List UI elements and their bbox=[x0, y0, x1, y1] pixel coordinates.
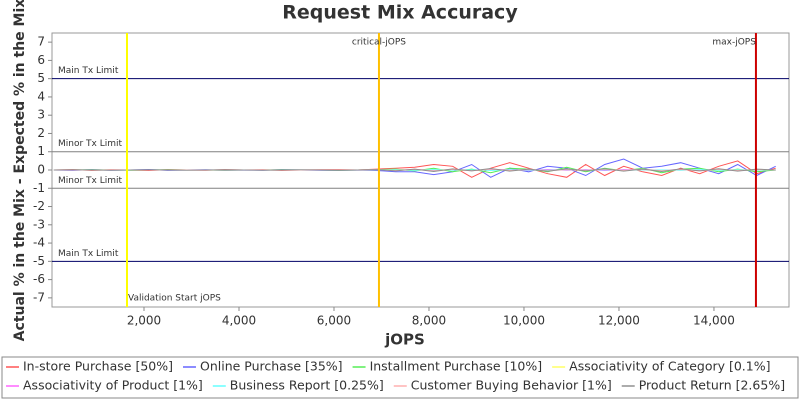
y-axis-label: Actual % in the Mix - Expected % in the … bbox=[12, 0, 28, 341]
x-tick-label: 6,000 bbox=[317, 314, 351, 328]
y-tick-label: 5 bbox=[37, 71, 45, 85]
x-tick-label: 4,000 bbox=[222, 314, 256, 328]
y-tick-label: -1 bbox=[33, 181, 45, 195]
x-tick-label: 8,000 bbox=[412, 314, 446, 328]
reference-label: Main Tx Limit bbox=[58, 249, 119, 259]
y-tick-label: -2 bbox=[33, 199, 45, 213]
legend bbox=[1, 356, 799, 399]
reference-label: Minor Tx Limit bbox=[58, 176, 123, 186]
y-tick-label: 1 bbox=[37, 144, 45, 158]
legend-label: Installment Purchase [10%] bbox=[370, 359, 543, 374]
y-tick-label: 7 bbox=[37, 35, 45, 49]
y-tick-label: 6 bbox=[37, 53, 45, 67]
x-tick-label: 2,000 bbox=[127, 314, 161, 328]
legend-label: Associativity of Category [0.1%] bbox=[569, 359, 770, 374]
y-tick-label: 0 bbox=[37, 163, 45, 177]
x-axis-label: jOPS bbox=[384, 331, 425, 349]
x-tick-label: 12,000 bbox=[598, 314, 640, 328]
reference-label: max-jOPS bbox=[712, 38, 756, 48]
series-line bbox=[53, 167, 776, 173]
y-tick-label: -5 bbox=[33, 254, 45, 268]
legend-label: Customer Buying Behavior [1%] bbox=[411, 378, 612, 393]
y-tick-label: -7 bbox=[33, 290, 45, 304]
y-tick-label: 2 bbox=[37, 126, 45, 140]
x-tick-label: 14,000 bbox=[693, 314, 735, 328]
y-tick-label: -6 bbox=[33, 272, 45, 286]
legend-label: Online Purchase [35%] bbox=[200, 359, 343, 374]
y-tick-label: -3 bbox=[33, 217, 45, 231]
legend-label: Business Report [0.25%] bbox=[230, 378, 384, 393]
legend-label: Product Return [2.65%] bbox=[639, 378, 785, 393]
chart-title: Request Mix Accuracy bbox=[282, 2, 518, 24]
y-tick-label: 4 bbox=[37, 89, 45, 103]
x-tick-label: 10,000 bbox=[503, 314, 545, 328]
reference-label: Validation Start jOPS bbox=[128, 294, 221, 304]
reference-label: critical-jOPS bbox=[352, 38, 406, 48]
y-tick-label: 3 bbox=[37, 108, 45, 122]
reference-label: Minor Tx Limit bbox=[58, 139, 123, 149]
legend-label: Associativity of Product [1%] bbox=[23, 378, 203, 393]
reference-label: Main Tx Limit bbox=[58, 66, 119, 76]
y-tick-label: -4 bbox=[33, 236, 45, 250]
legend-label: In-store Purchase [50%] bbox=[23, 359, 173, 374]
